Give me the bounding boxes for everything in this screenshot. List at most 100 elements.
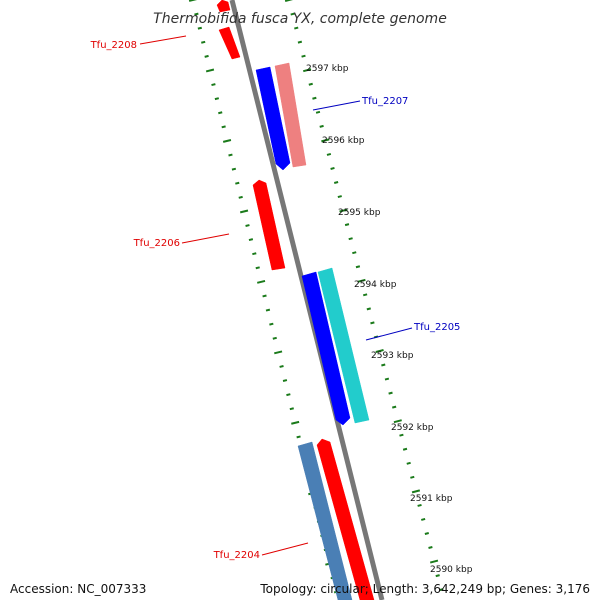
tick-mark xyxy=(228,153,233,157)
feature-tfu-2205-cyan[interactable] xyxy=(317,267,370,424)
tick-label-2590: 2590 kbp xyxy=(430,565,473,575)
tick-label-2593: 2593 kbp xyxy=(371,351,414,361)
tick-mark xyxy=(218,111,223,115)
tick-mark xyxy=(296,435,301,439)
tick-mark xyxy=(248,238,254,242)
tick-mark xyxy=(429,559,439,564)
tick-mark xyxy=(255,266,260,270)
tick-mark xyxy=(231,167,237,171)
tick-mark xyxy=(348,237,353,241)
accession-text: Accession: NC_007333 xyxy=(10,582,147,596)
tick-mark xyxy=(286,393,291,397)
tick-label-2592: 2592 kbp xyxy=(391,423,434,433)
tick-mark xyxy=(294,26,299,30)
tick-mark xyxy=(355,265,361,269)
tick-label-2591: 2591 kbp xyxy=(410,494,453,504)
tick-label-2594: 2594 kbp xyxy=(354,280,397,290)
tick-mark xyxy=(297,40,303,44)
tick-mark xyxy=(375,349,384,353)
tick-mark xyxy=(330,167,335,170)
tick-mark xyxy=(303,68,312,73)
leader-line-tfu-2205 xyxy=(365,327,413,341)
tick-mark xyxy=(428,546,433,549)
tick-mark xyxy=(269,322,274,326)
tick-mark xyxy=(388,391,393,395)
tick-mark xyxy=(214,97,220,101)
tick-mark xyxy=(411,489,421,494)
tick-mark xyxy=(357,278,366,283)
tick-mark xyxy=(339,208,348,213)
tick-mark xyxy=(201,40,206,44)
tick-mark xyxy=(326,152,332,156)
tick-mark xyxy=(197,26,202,30)
tick-label-2595: 2595 kbp xyxy=(338,208,381,218)
tick-mark xyxy=(284,0,293,2)
genome-backbone xyxy=(229,0,385,600)
tick-mark xyxy=(291,420,300,425)
tick-mark xyxy=(265,308,271,312)
tick-mark xyxy=(410,475,415,479)
tick-mark xyxy=(435,574,440,578)
tick-mark xyxy=(301,54,306,58)
feature-tfu-2204-steel[interactable] xyxy=(297,441,353,600)
map-title: Thermobifida fusca YX, complete genome xyxy=(153,11,447,27)
tick-mark xyxy=(252,252,257,256)
feature-tfu-2205-reverse[interactable] xyxy=(301,271,351,426)
tick-mark xyxy=(282,379,288,382)
gene-label-tfu-2207[interactable]: Tfu_2207 xyxy=(361,96,408,107)
tick-mark xyxy=(352,251,357,255)
feature-tfu-2207-pink[interactable] xyxy=(274,62,307,168)
tick-mark xyxy=(417,503,422,507)
tick-mark xyxy=(194,12,199,16)
tick-mark xyxy=(333,181,339,184)
tick-mark xyxy=(221,125,226,129)
tick-mark xyxy=(370,321,375,325)
tick-mark xyxy=(402,447,408,451)
tick-mark xyxy=(421,517,426,521)
feature-tfu-2204[interactable] xyxy=(316,438,375,600)
tick-mark xyxy=(424,532,430,535)
tick-mark xyxy=(321,138,330,143)
leader-line-tfu-2204 xyxy=(261,542,309,556)
tick-mark xyxy=(308,82,313,86)
tick-mark xyxy=(239,209,249,214)
tick-mark xyxy=(211,83,216,87)
tick-mark xyxy=(393,419,402,424)
tick-mark xyxy=(289,407,294,411)
gene-label-tfu-2205[interactable]: Tfu_2205 xyxy=(413,322,460,333)
tick-marks-outer xyxy=(284,0,444,592)
gene-label-tfu-2206[interactable]: Tfu_2206 xyxy=(133,238,180,249)
tick-mark xyxy=(399,433,404,437)
tick-mark xyxy=(204,54,209,58)
tick-mark xyxy=(235,181,240,185)
tick-label-2597: 2597 kbp xyxy=(306,64,349,74)
tick-mark xyxy=(279,365,284,368)
feature-partial-top[interactable] xyxy=(216,0,231,13)
tick-mark xyxy=(262,294,267,298)
feature-tfu-2206[interactable] xyxy=(252,179,286,271)
tick-mark xyxy=(312,96,317,100)
tick-mark xyxy=(406,461,411,465)
tick-label-2596: 2596 kbp xyxy=(322,136,365,146)
tick-mark xyxy=(188,0,198,2)
tick-mark xyxy=(439,588,444,592)
tick-mark xyxy=(381,363,386,367)
gene-label-tfu-2204[interactable]: Tfu_2204 xyxy=(213,550,260,561)
tick-mark xyxy=(362,293,368,297)
tick-mark xyxy=(245,224,250,227)
tick-mark xyxy=(274,350,283,355)
tick-mark xyxy=(366,307,371,311)
gene-label-tfu-2208[interactable]: Tfu_2208 xyxy=(90,40,137,51)
feature-tfu-2207-reverse[interactable] xyxy=(255,66,291,171)
leader-line-tfu-2207 xyxy=(312,100,361,111)
tick-mark xyxy=(205,68,215,73)
tick-mark xyxy=(272,336,277,340)
feature-tfu-2208[interactable] xyxy=(218,26,241,60)
tick-mark xyxy=(319,124,324,128)
leader-line-tfu-2208 xyxy=(139,35,187,45)
tick-mark xyxy=(315,110,321,114)
tick-mark xyxy=(256,279,266,284)
leader-line-tfu-2206 xyxy=(181,233,230,244)
